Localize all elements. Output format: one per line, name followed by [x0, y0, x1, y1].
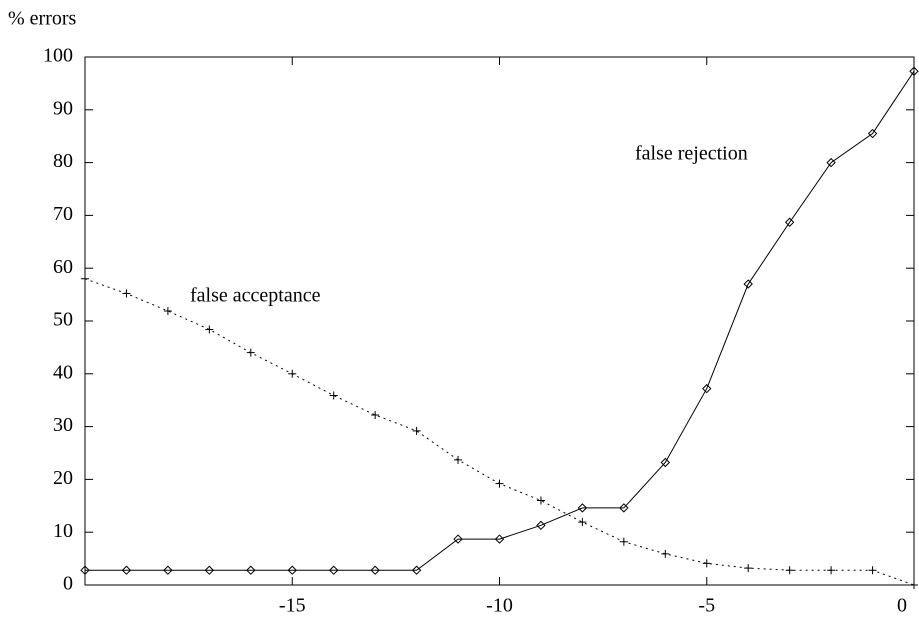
plus-marker: [744, 564, 753, 573]
diamond-marker: [784, 217, 795, 227]
diamond-marker: [494, 534, 505, 544]
plus-marker: [288, 369, 297, 378]
diamond-marker: [702, 383, 712, 394]
y-tick-label: 20: [53, 467, 73, 489]
y-tick-label: 60: [53, 256, 73, 278]
diamond-marker: [163, 565, 173, 575]
diamond-marker: [536, 520, 546, 531]
y-tick-label: 10: [53, 520, 73, 542]
y-tick-label: 80: [53, 150, 73, 172]
plus-marker: [412, 426, 421, 435]
y-tick-label: 90: [53, 97, 73, 119]
y-tick-label: 50: [53, 309, 73, 331]
diamond-marker: [411, 565, 422, 575]
y-tick-label: 70: [53, 203, 73, 225]
plus-marker: [329, 391, 338, 400]
diamond-marker: [619, 503, 629, 513]
diamond-marker: [328, 565, 339, 575]
series-label: false acceptance: [190, 285, 321, 307]
plus-marker: [246, 348, 255, 357]
plus-marker: [827, 566, 836, 575]
y-axis-label: % errors: [8, 8, 77, 30]
y-tick-label: 30: [53, 414, 73, 436]
diamond-marker: [577, 503, 588, 513]
x-tick-label: -5: [698, 595, 715, 617]
plus-marker: [163, 306, 172, 315]
plus-marker: [495, 479, 504, 488]
diamond-marker: [660, 457, 671, 468]
plus-marker: [371, 410, 380, 419]
plus-marker: [619, 537, 628, 546]
plus-marker: [868, 566, 877, 575]
plus-marker: [536, 496, 545, 505]
diamond-marker: [204, 565, 215, 575]
x-tick-label: -15: [279, 595, 306, 617]
diamond-marker: [909, 66, 919, 76]
plus-marker: [454, 455, 463, 464]
diamond-marker: [453, 534, 463, 544]
plus-marker: [205, 325, 214, 334]
diamond-marker: [80, 565, 90, 575]
series-line: [85, 70, 915, 571]
x-tick-label: -10: [486, 595, 513, 617]
y-tick-label: 100: [43, 45, 73, 67]
plus-marker: [785, 566, 794, 575]
diamond-marker: [826, 157, 836, 168]
diamond-marker: [867, 128, 878, 139]
series-label: false rejection: [635, 143, 748, 165]
plus-marker: [122, 289, 131, 298]
plus-marker: [81, 274, 89, 283]
y-tick-label: 0: [63, 573, 73, 595]
x-tick-label: 0: [897, 595, 907, 617]
plus-marker: [661, 549, 670, 558]
diamond-marker: [121, 565, 132, 575]
plus-marker: [578, 518, 587, 527]
diamond-marker: [287, 565, 297, 575]
plot-frame: [84, 56, 915, 586]
diamond-marker: [246, 565, 256, 575]
plus-marker: [702, 559, 711, 568]
diamond-marker: [370, 565, 380, 575]
plus-marker: [910, 581, 918, 589]
diamond-marker: [743, 279, 753, 289]
y-tick-label: 40: [53, 361, 73, 383]
